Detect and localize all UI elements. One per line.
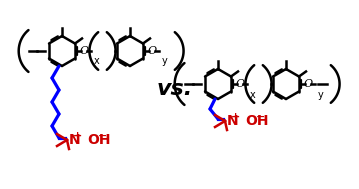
Text: vs.: vs. [157, 79, 193, 99]
Text: +: + [230, 112, 239, 122]
Text: +: + [73, 131, 81, 141]
Text: y: y [318, 90, 324, 99]
Text: OH: OH [87, 133, 111, 147]
Text: y: y [162, 57, 168, 67]
Text: N: N [227, 114, 239, 128]
Text: O: O [79, 46, 89, 56]
Text: O: O [148, 46, 157, 56]
Text: O: O [303, 79, 313, 89]
Text: −: − [98, 131, 108, 141]
Text: O: O [236, 79, 244, 89]
Text: OH: OH [245, 114, 269, 128]
Text: x: x [250, 90, 256, 99]
Text: x: x [94, 57, 100, 67]
Text: N: N [69, 133, 81, 147]
Text: −: − [256, 112, 266, 122]
